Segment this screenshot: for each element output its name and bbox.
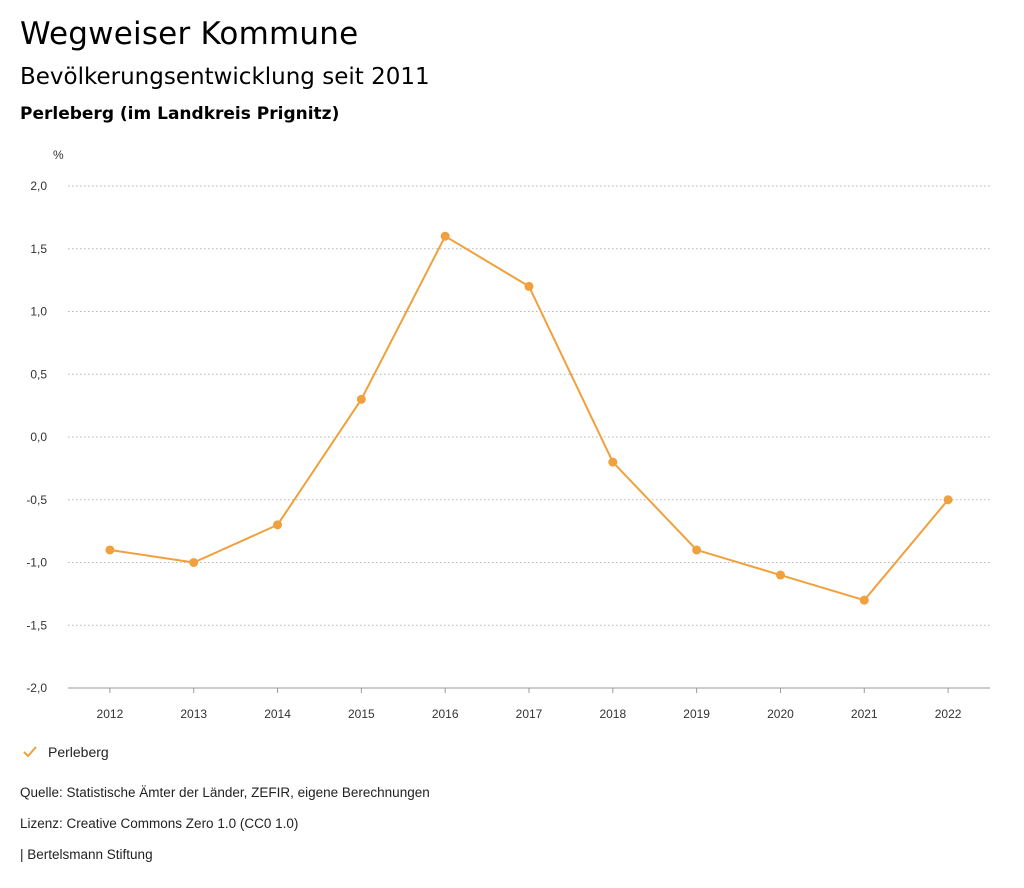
- data-point: [356, 394, 366, 404]
- line-chart: % 2,0 1,5 1,0 0,5 0,0 -0,5 -1,0 -1,5 -2,0 2012 2013…: [26, 148, 990, 721]
- y-axis-unit-label: %: [53, 148, 64, 162]
- publisher-note: | Bertelsmann Stiftung: [20, 847, 153, 862]
- legend[interactable]: Perleberg: [22, 744, 109, 760]
- y-tick-label: -1,5: [26, 618, 47, 632]
- data-point: [943, 495, 953, 505]
- x-tick-label: 2018: [599, 707, 626, 721]
- x-tick-label: 2021: [851, 707, 878, 721]
- x-tick-label: 2019: [683, 707, 710, 721]
- chart-subtitle: Bevölkerungsentwicklung seit 2011: [20, 64, 430, 90]
- data-point: [273, 520, 283, 530]
- y-tick-label: 1,5: [30, 242, 47, 256]
- source-note: Quelle: Statistische Ämter der Länder, Z…: [20, 785, 430, 800]
- x-tick-label: 2014: [264, 707, 291, 721]
- data-point: [524, 281, 534, 291]
- page-title: Wegweiser Kommune: [20, 16, 359, 52]
- x-tick-label: 2017: [516, 707, 543, 721]
- x-tick-label: 2016: [432, 707, 459, 721]
- data-point: [189, 558, 199, 567]
- x-tick-label: 2015: [348, 707, 375, 721]
- x-tick-label: 2012: [97, 707, 124, 721]
- x-tick-label: 2020: [767, 707, 794, 721]
- region-label: Perleberg (im Landkreis Prignitz): [20, 104, 340, 124]
- data-point: [608, 457, 618, 467]
- data-point: [692, 545, 702, 555]
- y-tick-label: -1,0: [26, 556, 47, 570]
- data-point: [105, 545, 115, 555]
- y-tick-label: 2,0: [30, 179, 47, 193]
- y-tick-label: 1,0: [30, 305, 47, 319]
- data-point: [440, 231, 450, 241]
- data-point: [859, 595, 869, 605]
- y-tick-label: 0,0: [30, 430, 47, 444]
- data-point: [775, 570, 785, 580]
- license-note: Lizenz: Creative Commons Zero 1.0 (CC0 1…: [20, 816, 299, 831]
- x-tick-label: 2013: [180, 707, 207, 721]
- x-tick-label: 2022: [935, 707, 962, 721]
- legend-label: Perleberg: [48, 744, 109, 760]
- check-icon: [23, 746, 37, 758]
- y-tick-label: -2,0: [26, 681, 47, 695]
- y-tick-label: -0,5: [26, 493, 47, 507]
- y-tick-label: 0,5: [30, 367, 47, 381]
